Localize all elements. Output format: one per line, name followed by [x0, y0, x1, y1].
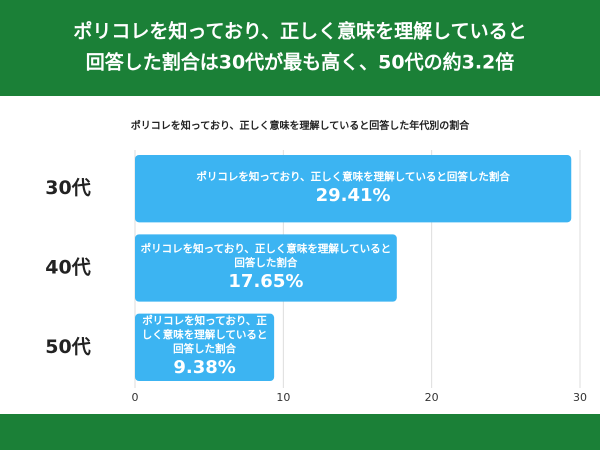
x-tick-label: 20: [425, 391, 439, 404]
chart-title: ポリコレを知っており、正しく意味を理解していると回答した年代別の割合: [131, 119, 470, 132]
series-name: ポリコレを知っており、正しく意味を理解していると回答した割合: [140, 242, 392, 269]
y-tick-label: 30代: [45, 177, 90, 199]
value-label: 29.41%: [315, 184, 391, 206]
x-tick-label: 0: [132, 391, 139, 404]
value-label: 9.38%: [173, 357, 236, 379]
x-tick-label: 10: [276, 391, 290, 404]
bar: [135, 155, 572, 223]
bar: [135, 234, 397, 302]
series-name: ポリコレを知っており、正しく意味を理解していると回答した割合: [141, 315, 268, 356]
value-label: 17.65%: [228, 270, 304, 292]
x-tick-label: 30: [573, 391, 587, 404]
bar: [135, 313, 275, 381]
bar-label-box: ポリコレを知っており、正しく意味を理解していると回答した割合 17.65%: [137, 234, 395, 301]
series-name: ポリコレを知っており、正しく意味を理解していると回答した割合: [196, 170, 510, 183]
y-tick-label: 50代: [45, 336, 90, 358]
footer-band: [0, 414, 600, 450]
header-title: ポリコレを知っており、正しく意味を理解していると: [73, 20, 526, 43]
bar-label-box: ポリコレを知っており、正しく意味を理解していると回答した割合 29.41%: [137, 155, 569, 222]
bar-label-box: ポリコレを知っており、正しく意味を理解していると回答した割合 9.38%: [137, 314, 272, 381]
header-band: [0, 0, 600, 96]
y-tick-label: 40代: [45, 257, 90, 279]
header-title: 回答した割合は30代が最も高く、50代の約3.2倍: [86, 51, 515, 74]
